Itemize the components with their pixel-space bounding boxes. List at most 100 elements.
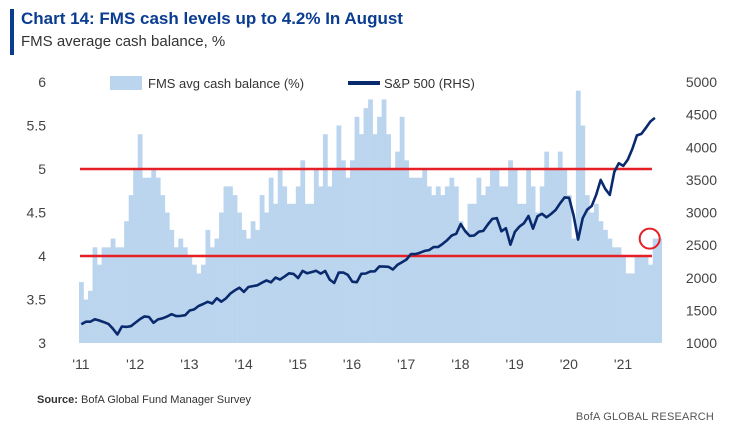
cash-bar	[124, 221, 129, 343]
cash-bar	[426, 186, 432, 343]
cash-bar	[485, 186, 491, 343]
cash-bar	[210, 247, 215, 343]
cash-bar	[544, 151, 550, 343]
legend-line-swatch	[348, 81, 380, 85]
source-label: Source:	[37, 394, 78, 406]
cash-bar	[471, 203, 477, 343]
cash-bar	[128, 195, 134, 343]
cash-bar	[395, 151, 401, 343]
cash-bar	[657, 238, 663, 343]
cash-bar	[639, 256, 644, 343]
cash-bar	[97, 264, 102, 343]
left-axis-tick: 5.5	[27, 118, 47, 134]
cash-bar	[363, 108, 369, 343]
cash-bar	[300, 160, 306, 343]
cash-bar	[241, 229, 247, 343]
cash-bar	[146, 177, 152, 343]
cash-bar	[399, 116, 405, 343]
cash-bar	[115, 247, 120, 343]
cash-bar	[377, 116, 382, 343]
cash-bar	[119, 247, 125, 343]
cash-bar	[634, 256, 640, 343]
cash-bar	[413, 177, 419, 343]
cash-bar	[612, 247, 617, 343]
cash-bar	[101, 247, 107, 343]
cash-bar	[598, 221, 604, 343]
cash-bar	[584, 195, 590, 343]
cash-bar	[625, 273, 631, 343]
cash-bar	[616, 247, 622, 343]
legend: FMS avg cash balance (%) S&P 500 (RHS)	[110, 76, 475, 91]
cash-bar	[228, 186, 233, 343]
cash-bar	[273, 203, 279, 343]
cash-bar	[530, 186, 536, 343]
cash-bar	[160, 195, 166, 343]
cash-bar	[232, 195, 238, 343]
chart-subtitle: FMS average cash balance, %	[21, 33, 226, 50]
cash-bar	[575, 90, 581, 343]
cash-bar	[246, 238, 251, 343]
cash-bar	[142, 177, 148, 343]
right-axis-tick: 1500	[686, 302, 717, 318]
right-axis-tick: 2500	[686, 237, 717, 253]
cash-bar	[173, 247, 179, 343]
cash-bar	[318, 186, 324, 343]
x-axis-tick: '12	[126, 356, 144, 372]
right-axis-tick: 3000	[686, 205, 717, 221]
cash-bar	[404, 160, 410, 343]
cash-bar	[571, 238, 577, 343]
legend-bar-label: FMS avg cash balance (%)	[148, 76, 304, 91]
cash-bar	[481, 195, 486, 343]
x-axis-tick: '11	[72, 356, 89, 372]
cash-bar	[648, 264, 653, 343]
reference-lines	[80, 167, 652, 258]
cash-bar	[503, 186, 509, 343]
source-note: Source: BofA Global Fund Manager Survey	[37, 394, 251, 406]
right-axis-tick: 5000	[686, 74, 717, 90]
cash-bar	[191, 264, 197, 343]
cash-bar	[408, 177, 414, 343]
latest-value-highlight	[638, 227, 661, 250]
left-axis-tick: 4	[38, 248, 46, 264]
left-axis-tick: 3	[38, 335, 46, 351]
cash-bar	[155, 177, 161, 343]
x-axis-tick: '21	[614, 356, 632, 372]
left-axis-tick: 5	[38, 161, 46, 177]
cash-bar	[336, 125, 342, 343]
cash-bar	[237, 212, 242, 343]
cash-bar	[458, 221, 464, 343]
brand-footer: BofA GLOBAL RESEARCH	[575, 411, 714, 423]
cash-bar	[345, 177, 351, 343]
cash-bar	[630, 273, 635, 343]
cash-bar	[462, 229, 468, 343]
right-axis-tick: 4000	[686, 139, 717, 155]
cash-bar	[79, 282, 84, 343]
cash-bar	[264, 212, 270, 343]
cash-bar	[219, 212, 224, 343]
cash-bar	[106, 247, 111, 343]
cash-bar	[652, 238, 658, 343]
cash-bar	[607, 238, 613, 343]
cash-bar	[381, 99, 387, 344]
cash-bar	[259, 195, 265, 343]
cash-bar	[354, 116, 360, 343]
cash-bar	[643, 256, 649, 343]
cash-bar	[250, 221, 256, 343]
cash-bar	[322, 134, 328, 343]
chart-title: Chart 14: FMS cash levels up to 4.2% In …	[21, 9, 403, 28]
cash-bar	[327, 186, 333, 343]
cash-bar	[372, 134, 378, 343]
cash-bar	[214, 238, 220, 343]
cash-bar	[169, 229, 175, 343]
left-axis-tick: 3.5	[27, 292, 47, 308]
left-axis-tick: 4.5	[27, 205, 47, 221]
cash-bar	[340, 160, 346, 343]
cash-bar	[444, 186, 450, 343]
right-axis-labels: 5000 4500 4000 3500 3000 2500 2000 1500 1000	[686, 74, 717, 351]
cash-bar	[593, 203, 599, 343]
left-axis-labels: 6 5.5 5 4.5 4 3.5 3	[27, 74, 47, 351]
legend-line-label: S&P 500 (RHS)	[384, 76, 475, 91]
x-axis-tick: '17	[397, 356, 415, 372]
cash-bar	[295, 186, 301, 343]
cash-bar	[268, 177, 274, 343]
